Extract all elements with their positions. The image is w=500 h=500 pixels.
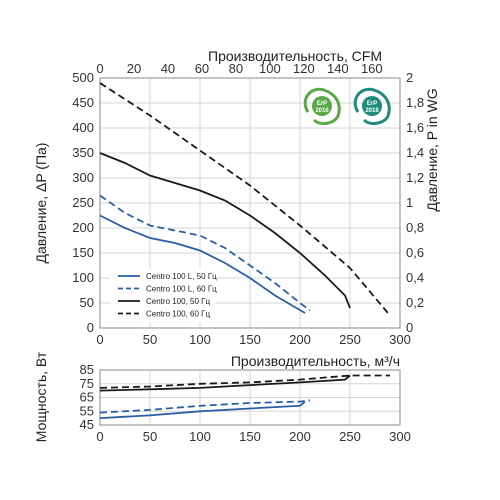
power-x-axis-title: Производительность, м³/ч: [231, 353, 400, 369]
pressure-top-tick-label: 20: [127, 61, 141, 76]
pressure-x-tick-label: 150: [239, 332, 261, 347]
pressure-right-tick-label: 1,6: [406, 120, 424, 135]
power-y-tick-label: 55: [80, 403, 94, 418]
erp-2018-leaf-icon: ErP 2018: [353, 87, 391, 125]
pressure-right-tick-label: 0,6: [406, 245, 424, 260]
pressure-top-tick-label: 40: [161, 61, 175, 76]
pressure-right-tick-label: 0: [406, 320, 413, 335]
pressure-top-tick-label: 0: [96, 61, 103, 76]
power-plot-frame: [99, 369, 401, 426]
pressure-y-tick-label: 200: [72, 220, 94, 235]
pressure-top-tick-label: 100: [259, 61, 281, 76]
pressure-right-tick-label: 0,4: [406, 270, 424, 285]
pressure-right-tick-label: 2: [406, 70, 413, 85]
power-series-line-0: [99, 400, 306, 419]
legend-label-1: Centro 100 L, 60 Гц: [146, 285, 217, 294]
pressure-x-tick-label: 0: [96, 332, 103, 347]
pressure-left-axis-title: Давление, ΔP (Па): [33, 143, 49, 264]
erp-2018-badge-bottom: 2018: [365, 108, 379, 114]
pressure-right-axis-title: Давление, P in WG: [424, 88, 440, 211]
power-x-tick-label: 100: [189, 429, 211, 444]
pressure-x-tick-label: 200: [289, 332, 311, 347]
pressure-y-tick-label: 250: [72, 195, 94, 210]
pressure-top-tick-label: 120: [293, 61, 315, 76]
pressure-series-line-2: [99, 152, 351, 309]
pressure-y-tick-label: 50: [80, 295, 94, 310]
power-y-tick-label: 45: [80, 417, 94, 432]
pressure-right-tick-label: 0,2: [406, 295, 424, 310]
power-series-line-3: [99, 374, 390, 389]
power-x-tick-label: 50: [143, 429, 157, 444]
legend-label-3: Centro 100, 60 Гц: [146, 310, 210, 319]
pressure-x-tick-label: 300: [389, 332, 411, 347]
pressure-series-line-0: [99, 214, 306, 314]
erp-2016-badge-bottom: 2016: [315, 108, 329, 114]
pressure-right-tick-label: 1: [406, 195, 413, 210]
pressure-right-tick-label: 1,8: [406, 95, 424, 110]
power-x-tick-label: 300: [389, 429, 411, 444]
pressure-y-tick-label: 150: [72, 245, 94, 260]
power-y-axis-title: Мощность, Вт: [33, 351, 49, 442]
pressure-x-tick-label: 250: [339, 332, 361, 347]
power-series-line-1: [99, 399, 311, 414]
pressure-right-tick-label: 1,4: [406, 145, 424, 160]
pressure-x-tick-label: 50: [143, 332, 157, 347]
pressure-chart: 0 50 100 150 200 250 3000501001502002503003504…: [33, 48, 440, 347]
erp-badges: ErP 2016 ErP 2018: [303, 87, 391, 125]
pressure-y-tick-label: 0: [87, 320, 94, 335]
pressure-series-line-1: [99, 194, 311, 312]
pressure-y-tick-label: 500: [72, 70, 94, 85]
power-x-tick-label: 150: [239, 429, 261, 444]
pressure-y-tick-label: 100: [72, 270, 94, 285]
power-y-tick-label: 65: [80, 390, 94, 405]
pressure-y-tick-label: 400: [72, 120, 94, 135]
power-y-tick-label: 85: [80, 362, 94, 377]
pressure-top-axis-title: Производительность, CFM: [208, 48, 382, 64]
pressure-series-line-3: [99, 82, 391, 317]
legend-label-2: Centro 100, 50 Гц: [146, 297, 210, 306]
power-y-tick-label: 75: [80, 376, 94, 391]
power-x-tick-label: 250: [339, 429, 361, 444]
pressure-top-tick-label: 140: [327, 61, 349, 76]
power-x-tick-label: 0: [96, 429, 103, 444]
pressure-plot-frame: [99, 77, 401, 329]
power-x-tick-label: 200: [289, 429, 311, 444]
pressure-right-tick-label: 0,8: [406, 220, 424, 235]
pressure-x-tick-label: 100: [189, 332, 211, 347]
erp-2016-leaf-icon: ErP 2016: [303, 87, 341, 125]
pressure-y-tick-label: 350: [72, 145, 94, 160]
erp-2016-badge-top: ErP: [317, 101, 327, 107]
pressure-ticks: 0 50 100 150 200 250 3000501001502002503003504…: [72, 61, 424, 347]
pressure-top-tick-label: 80: [229, 61, 243, 76]
pressure-series: [99, 82, 391, 317]
pressure-y-tick-label: 450: [72, 95, 94, 110]
pressure-top-tick-label: 60: [195, 61, 209, 76]
pressure-y-tick-label: 300: [72, 170, 94, 185]
power-series-line-2: [99, 374, 351, 392]
power-series: [99, 374, 390, 419]
pressure-right-tick-label: 1,2: [406, 170, 424, 185]
erp-2018-badge-top: ErP: [367, 101, 377, 107]
legend-label-0: Centro 100 L, 50 Гц: [146, 272, 217, 281]
legend: Centro 100 L, 50 Гц Centro 100 L, 60 Гц Ce…: [110, 268, 217, 322]
pressure-top-tick-label: 160: [361, 61, 383, 76]
